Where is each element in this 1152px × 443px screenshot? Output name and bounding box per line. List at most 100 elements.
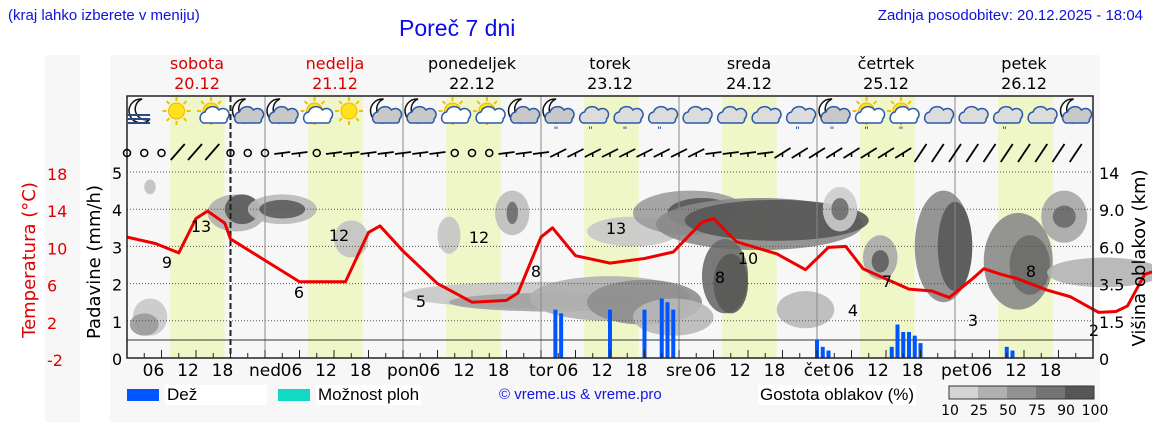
cloud-rain-icon: " xyxy=(578,106,610,136)
temperature-value-label: 9 xyxy=(162,253,172,272)
temperature-value-label: 13 xyxy=(191,217,211,236)
rain-drops: " xyxy=(657,126,662,136)
rain-drops: " xyxy=(1002,126,1007,136)
cloud-density-scale-frame xyxy=(948,385,1095,400)
legend-showers-label: Možnost ploh xyxy=(316,385,422,405)
temperature-value-label: 6 xyxy=(294,283,304,302)
wind-barb-icon xyxy=(1034,143,1048,163)
sun-ray xyxy=(441,100,447,105)
sun-ray xyxy=(338,117,343,122)
precipitation-tick-label: 0 xyxy=(112,350,122,369)
rain-bar xyxy=(889,346,894,358)
cloud-shape xyxy=(199,106,230,124)
cloud-density-swatch xyxy=(1007,386,1036,399)
x-tick-label: pon xyxy=(387,361,419,381)
credit-link[interactable]: © vreme.us & vreme.pro xyxy=(499,386,662,403)
sun-ray xyxy=(165,100,171,105)
cloud-blob xyxy=(871,250,889,273)
cloud-blob xyxy=(129,313,159,336)
cloud-icon xyxy=(1027,106,1058,124)
precipitation-tick-label: 2 xyxy=(112,276,122,295)
x-tick-label: 18 xyxy=(764,361,786,381)
cloud-shape xyxy=(475,106,506,124)
day-name: četrtek xyxy=(858,54,916,73)
rain-bar xyxy=(659,298,664,358)
temperature-value-label: 8 xyxy=(715,268,725,287)
rain-drops: " xyxy=(623,126,628,136)
x-tick-label: 06 xyxy=(695,361,717,381)
day-name: sreda xyxy=(727,54,771,73)
wind-barb-icon xyxy=(913,143,928,163)
cloud-height-tick-label: 1.5 xyxy=(1099,313,1124,332)
x-tick-label: 06 xyxy=(419,361,441,381)
legend-rain-label: Dež xyxy=(165,385,267,405)
wind-barb-icon xyxy=(1069,143,1083,163)
x-tick-label: 12 xyxy=(315,361,337,381)
x-tick-label: 12 xyxy=(729,361,751,381)
rain-bar xyxy=(1010,350,1015,358)
cloud-shape xyxy=(371,106,403,124)
sun-ray xyxy=(890,100,895,105)
sun-ray xyxy=(182,117,188,122)
day-date: 20.12 xyxy=(174,74,220,93)
cloud-shape xyxy=(751,106,782,124)
wind-barb-icon xyxy=(965,143,979,163)
sun-cloud-rain-icon: " xyxy=(852,97,886,136)
cloud-shape xyxy=(958,106,989,124)
cloud-shape xyxy=(647,106,679,124)
daylight-band xyxy=(170,96,225,358)
temperature-tick-label: 2 xyxy=(47,314,57,333)
rain-bar xyxy=(820,346,825,358)
day-date: 24.12 xyxy=(726,74,772,93)
x-tick-label: 18 xyxy=(350,361,372,381)
temperature-value-label: 5 xyxy=(416,292,426,311)
precipitation-tick-label: 5 xyxy=(112,164,122,183)
sun-shape xyxy=(168,102,185,120)
rain-drops: " xyxy=(588,126,593,136)
temperature-value-label: 12 xyxy=(469,228,489,247)
wind-barb-icon xyxy=(1051,143,1066,163)
rain-bar xyxy=(559,313,564,358)
day-name: petek xyxy=(1001,54,1047,73)
cloud-rain-icon: " xyxy=(785,106,817,136)
day-name: sobota xyxy=(170,54,224,73)
sun-cloud-icon xyxy=(300,97,334,125)
x-tick-label: 06 xyxy=(557,361,579,381)
x-tick-label: 18 xyxy=(212,361,234,381)
cloud-shape xyxy=(302,106,334,124)
temperature-tick-label: -2 xyxy=(47,351,63,370)
sun-cloud-icon xyxy=(438,97,472,125)
cloud-height-tick-label: 0 xyxy=(1099,350,1109,369)
x-tick-label: čet xyxy=(804,361,831,381)
x-tick-label: 06 xyxy=(833,361,855,381)
rain-drops: " xyxy=(795,126,800,136)
cloud-density-tick-label: 75 xyxy=(1028,403,1046,419)
sun-shape xyxy=(340,102,358,120)
cloud-shape xyxy=(1061,106,1093,124)
x-tick-label: 18 xyxy=(488,361,510,381)
cloud-shape xyxy=(889,106,920,124)
x-tick-label: 12 xyxy=(453,361,475,381)
cloud-shape xyxy=(854,106,886,124)
wind-barb-row xyxy=(122,143,1083,163)
sun-icon xyxy=(162,97,191,125)
wind-barb-icon xyxy=(204,143,220,161)
cloud-density-tick-label: 50 xyxy=(999,403,1017,419)
legend-showers-swatch xyxy=(278,389,310,401)
moon-cloud-icon xyxy=(266,98,299,124)
cloud-shape xyxy=(578,106,610,124)
x-tick-label: tor xyxy=(529,361,553,381)
cloud-shape xyxy=(544,106,575,124)
sun-ray xyxy=(165,117,171,122)
temperature-value-label: 10 xyxy=(738,249,758,268)
x-tick-label: 12 xyxy=(591,361,613,381)
cloud-shape xyxy=(613,106,644,124)
cloud-shape xyxy=(923,106,955,124)
legend-cloud-density-label: Gostota oblakov (%) xyxy=(758,385,917,405)
wind-calm-icon xyxy=(260,148,270,158)
wind-barb-icon xyxy=(982,143,997,163)
x-tick-label: 18 xyxy=(1040,361,1062,381)
cloud-icon xyxy=(716,106,748,124)
cloud-shape xyxy=(233,106,265,124)
rain-bar xyxy=(642,309,647,358)
